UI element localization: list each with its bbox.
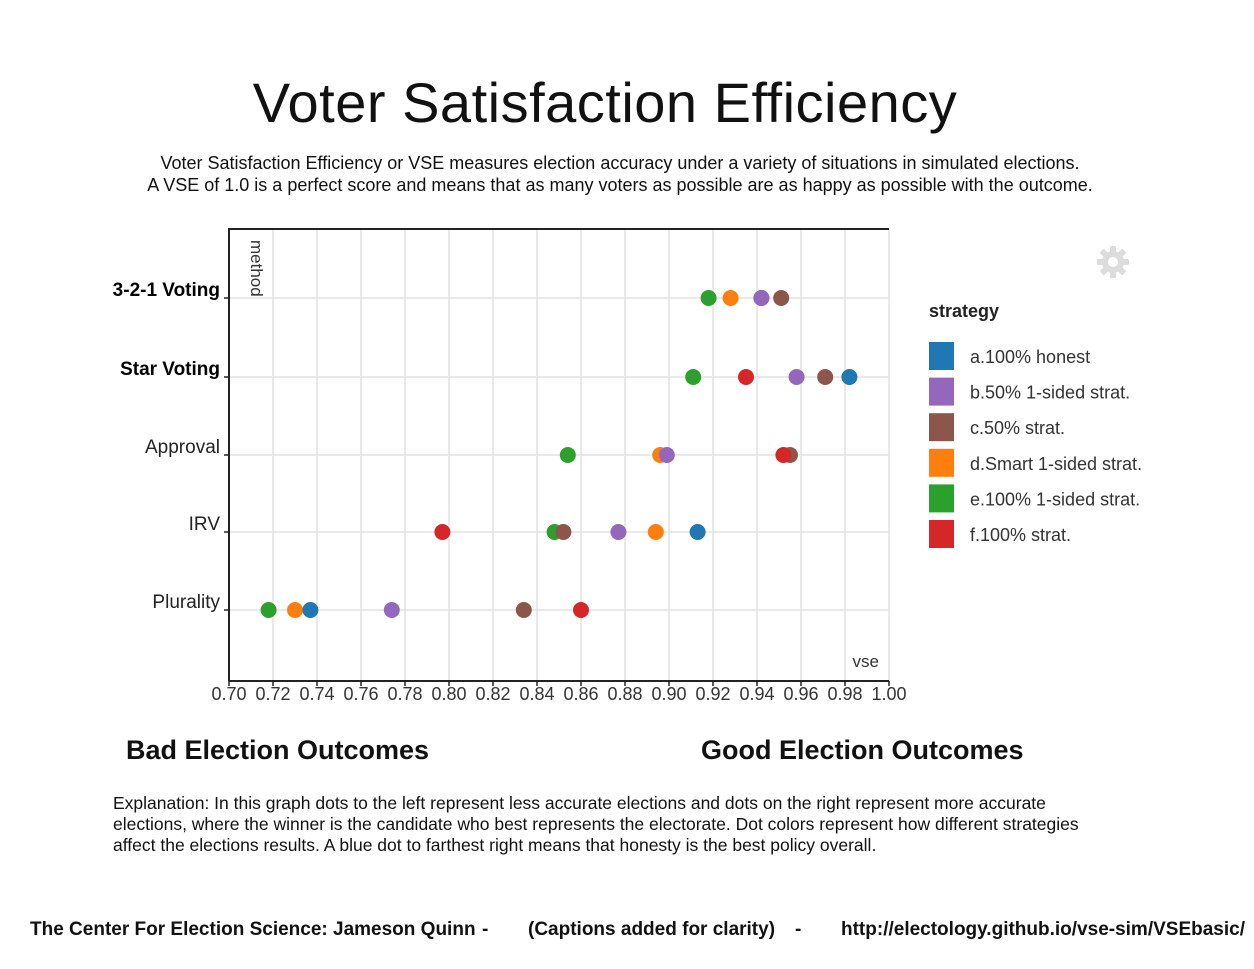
method-label: 3-2-1 Voting [113,280,220,301]
axes: method vse [228,228,889,682]
caption-bad-outcomes: Bad Election Outcomes [126,735,430,765]
data-point [383,602,400,618]
legend-swatch [929,520,954,548]
data-point [287,602,303,618]
data-points [260,290,858,618]
footer-credit: The Center For Election Science: Jameson… [30,919,476,940]
x-tick-label: 0.94 [739,684,774,704]
caption-good-outcomes: Good Election Outcomes [701,735,1024,765]
x-tick-label: 0.90 [651,684,686,704]
legend-label: d.Smart 1-sided strat. [970,454,1142,474]
x-tick-label: 1.00 [871,684,906,704]
data-point [722,290,739,306]
data-point [302,602,319,618]
data-point [658,447,675,463]
method-label: Approval [145,437,220,458]
data-point [817,369,834,385]
data-point [788,369,805,385]
data-point [573,602,589,618]
legend-label: a.100% honest [970,347,1090,367]
method-label: Star Voting [120,359,220,380]
x-tick-label: 0.96 [783,684,818,704]
x-tick-label: 0.88 [607,684,642,704]
explanation-text: Explanation: In this graph dots to the l… [113,793,1079,855]
legend-swatch [929,413,954,442]
data-point [738,369,754,385]
footer-url[interactable]: http://electology.github.io/vse-sim/VSEb… [841,919,1245,940]
legend-label: f.100% strat. [970,525,1071,545]
method-label: Plurality [152,592,220,613]
footer-note: (Captions added for clarity) [528,919,776,940]
subtitle-line-1: Voter Satisfaction Efficiency or VSE mea… [160,153,1080,173]
x-tick-label: 0.70 [211,684,246,704]
x-tick-label: 0.76 [343,684,378,704]
legend-swatch [929,342,954,370]
data-point [260,602,277,618]
legend: strategy a.100% honest b.50% 1-sided stra… [929,301,1142,548]
x-tick-label: 0.98 [827,684,862,704]
legend-label: c.50% strat. [970,418,1065,438]
data-point [555,524,572,540]
data-point [647,524,664,540]
data-point [775,447,792,463]
x-tick-label: 0.84 [519,684,554,704]
data-point [689,524,706,540]
data-point [515,602,532,618]
subtitle-line-2: A VSE of 1.0 is a perfect score and mean… [147,175,1093,195]
data-point [700,290,717,306]
footer-separator-1: - [482,919,489,940]
data-point [753,290,770,306]
data-point [610,524,627,540]
data-point [685,369,702,385]
x-tick-label: 0.74 [299,684,334,704]
legend-label: e.100% 1-sided strat. [970,489,1140,509]
legend-title: strategy [929,301,999,321]
x-tick-label: 0.78 [387,684,422,704]
x-tick-label: 0.80 [431,684,466,704]
data-point [841,369,858,385]
method-labels: 3-2-1 Voting Star Voting Approval IRV Plural… [113,280,229,613]
page-title: Voter Satisfaction Efficiency [252,71,958,134]
y-axis-title: method [247,240,266,297]
method-label: IRV [189,514,221,535]
x-tick-label: 0.92 [695,684,730,704]
x-tick-label: 0.82 [475,684,510,704]
gear-icon[interactable] [1095,244,1131,280]
data-point [434,524,451,540]
x-axis-title: vse [853,652,879,671]
footer-separator-2: - [795,919,802,940]
legend-swatch [929,448,954,477]
data-point [773,290,790,306]
x-tick-labels: 0.70 0.72 0.74 0.76 0.78 0.80 0.82 0.84 0.86 0.88… [211,681,907,704]
legend-swatch [929,484,954,513]
legend-label: b.50% 1-sided strat. [970,383,1130,403]
x-tick-label: 0.86 [563,684,598,704]
legend-swatch [929,377,954,406]
data-point [559,447,576,463]
x-tick-label: 0.72 [255,684,290,704]
